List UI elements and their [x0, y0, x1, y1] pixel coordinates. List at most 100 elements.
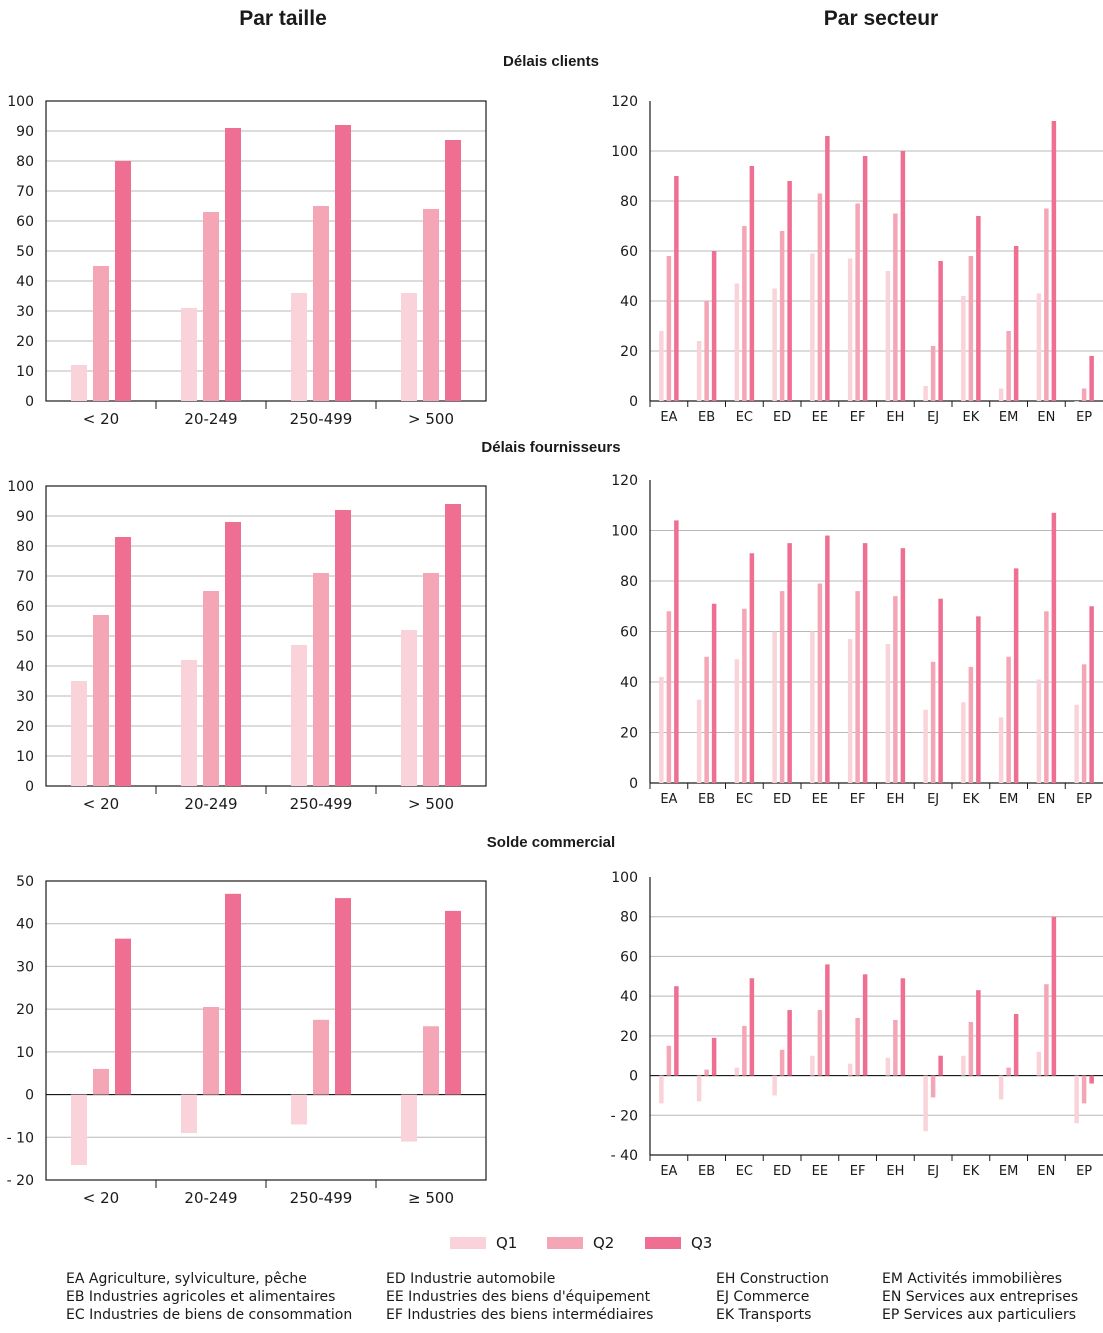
chart-3-bar-q1-1 — [71, 681, 87, 786]
chart-4-bar-q2-4 — [779, 591, 785, 783]
chart-5-category-label: 20-249 — [184, 1189, 237, 1207]
legend-item-q3: Q3 — [645, 1231, 712, 1255]
chart-2-bar-q1-8 — [923, 386, 928, 401]
chart-6-bar-q3-1 — [674, 986, 679, 1076]
chart-4-bar-q3-12 — [1089, 606, 1094, 783]
chart-3-bar-q3-2 — [225, 522, 241, 786]
chart-4-bar-q2-6 — [855, 591, 860, 783]
chart-2-bar-q3-12 — [1089, 356, 1094, 401]
chart-3-ytick-label: 70 — [16, 569, 34, 585]
chart-4-category-label: EH — [886, 792, 904, 807]
chart-5-ytick-label: - 10 — [7, 1130, 34, 1146]
chart-2-bar-q2-4 — [779, 231, 785, 401]
chart-6-bar-q2-11 — [1044, 984, 1049, 1076]
section-title-solde-commercial: Solde commercial — [486, 834, 616, 851]
chart-6-bar-q1-11 — [1036, 1051, 1042, 1076]
chart-6-bar-q3-7 — [900, 978, 906, 1076]
chart-1-bar-q1-4 — [401, 293, 417, 401]
chart-4-bar-q3-8 — [938, 598, 943, 783]
chart-4-bar-q3-10 — [1013, 568, 1019, 783]
chart-3-ytick-label: 100 — [7, 479, 34, 495]
chart-1-bar-q2-3 — [313, 206, 329, 401]
chart-6-bar-q2-9 — [968, 1021, 974, 1076]
chart-3-ytick-label: 50 — [16, 629, 34, 645]
chart-4-bar-q3-6 — [862, 543, 868, 783]
glossary-eb: EB Industries agricoles et alimentaires — [66, 1289, 336, 1305]
chart-1-bar-q1-3 — [291, 293, 307, 401]
chart-6-category-label: EJ — [927, 1164, 939, 1179]
chart-2-bar-q3-3 — [749, 166, 755, 401]
chart-4-bar-q2-3 — [742, 608, 747, 783]
chart-2-category-label: ED — [773, 410, 791, 425]
chart-2-bar-q1-12 — [1074, 401, 1079, 402]
chart-1-ytick-label: 30 — [16, 304, 34, 320]
chart-5-category-label: 250-499 — [290, 1189, 353, 1207]
chart-5-category-label: < 20 — [83, 1189, 119, 1207]
chart-1-ytick-label: 50 — [16, 244, 34, 260]
chart-3-bar-q2-4 — [423, 573, 439, 786]
chart-2-bar-q2-8 — [930, 346, 936, 401]
chart-1-bar-q3-3 — [335, 125, 351, 401]
chart-4-bar-q2-12 — [1081, 664, 1087, 783]
chart-2-category-label: EC — [736, 410, 753, 425]
chart-2-bar-q3-4 — [787, 181, 792, 401]
chart-2-bar-q1-1 — [659, 331, 664, 401]
chart-1-ytick-label: 40 — [16, 274, 34, 290]
chart-6-bar-q2-7 — [893, 1019, 898, 1076]
chart-2-bar-q1-9 — [961, 296, 966, 401]
chart-4-ytick-label: 40 — [620, 675, 638, 691]
chart-2-ytick-label: 100 — [611, 144, 638, 160]
chart-4-bar-q2-1 — [666, 611, 672, 783]
chart-4-bar-q1-4 — [772, 631, 777, 783]
glossary-column-3: EH Construction EJ Commerce EK Transport… — [716, 1270, 829, 1324]
chart-2-bar-q2-12 — [1081, 388, 1087, 401]
chart-1-ytick-label: 80 — [16, 154, 34, 170]
legend: Q1 Q2 Q3 — [450, 1231, 750, 1255]
chart-3-ytick-label: 20 — [16, 719, 34, 735]
chart-6-ytick-label: 40 — [620, 989, 638, 1005]
chart-5-ytick-label: - 20 — [7, 1173, 34, 1189]
legend-label-q2: Q2 — [593, 1234, 615, 1252]
glossary-column-4: EM Activités immobilières EN Services au… — [882, 1270, 1078, 1324]
chart-2-bar-q2-6 — [855, 203, 860, 401]
chart-6-bar-q3-10 — [1013, 1014, 1019, 1076]
chart-4-bar-q2-8 — [930, 661, 936, 783]
chart-3-category-label: < 20 — [83, 795, 119, 813]
chart-2-ytick-label: 80 — [620, 194, 638, 210]
chart-4-category-label: EC — [736, 792, 753, 807]
chart-3-bar-q2-2 — [203, 591, 219, 786]
chart-2-bar-q1-11 — [1036, 293, 1042, 401]
chart-1-bar-q1-2 — [181, 308, 197, 401]
chart-3-ytick-label: 30 — [16, 689, 34, 705]
chart-1-bar-q3-4 — [445, 140, 461, 401]
chart-2-ytick-label: 0 — [629, 394, 638, 410]
chart-1-bar-q3-2 — [225, 128, 241, 401]
chart-6-ytick-label: 60 — [620, 949, 638, 965]
chart-6-ytick-label: 0 — [629, 1069, 638, 1085]
chart-2-bar-q3-6 — [862, 156, 868, 401]
chart-2-bar-q2-9 — [968, 256, 974, 401]
chart-2-category-label: EE — [812, 410, 828, 425]
chart-6-ytick-label: 100 — [611, 870, 638, 886]
chart-3-bar-q1-2 — [181, 660, 197, 786]
chart-1-category-label: 20-249 — [184, 410, 237, 428]
chart-5-bar-q2-1 — [93, 1068, 109, 1095]
chart-2-bar-q3-11 — [1051, 121, 1057, 401]
chart-5-bar-q3-2 — [225, 893, 241, 1095]
chart-2-category-label: EH — [886, 410, 904, 425]
chart-6-bar-q1-9 — [961, 1055, 966, 1076]
section-title-delais-fournisseurs: Délais fournisseurs — [481, 439, 621, 456]
chart-6-category-label: EN — [1037, 1164, 1055, 1179]
chart-3-category-label: > 500 — [408, 795, 454, 813]
glossary-ee: EE Industries des biens d'équipement — [386, 1289, 651, 1305]
chart-1-ytick-label: 20 — [16, 334, 34, 350]
chart-6-ytick-label: 80 — [620, 910, 638, 926]
chart-2-ytick-label: 120 — [611, 94, 638, 110]
chart-3-bar-q1-4 — [401, 630, 417, 786]
chart-3-ytick-label: 60 — [16, 599, 34, 615]
chart-6-bar-q2-5 — [817, 1010, 823, 1076]
chart-6-bar-q3-5 — [825, 964, 830, 1076]
legend-item-q1: Q1 — [450, 1231, 517, 1255]
chart-4-bar-q1-9 — [961, 702, 966, 783]
chart-5-ytick-label: 40 — [16, 917, 34, 933]
